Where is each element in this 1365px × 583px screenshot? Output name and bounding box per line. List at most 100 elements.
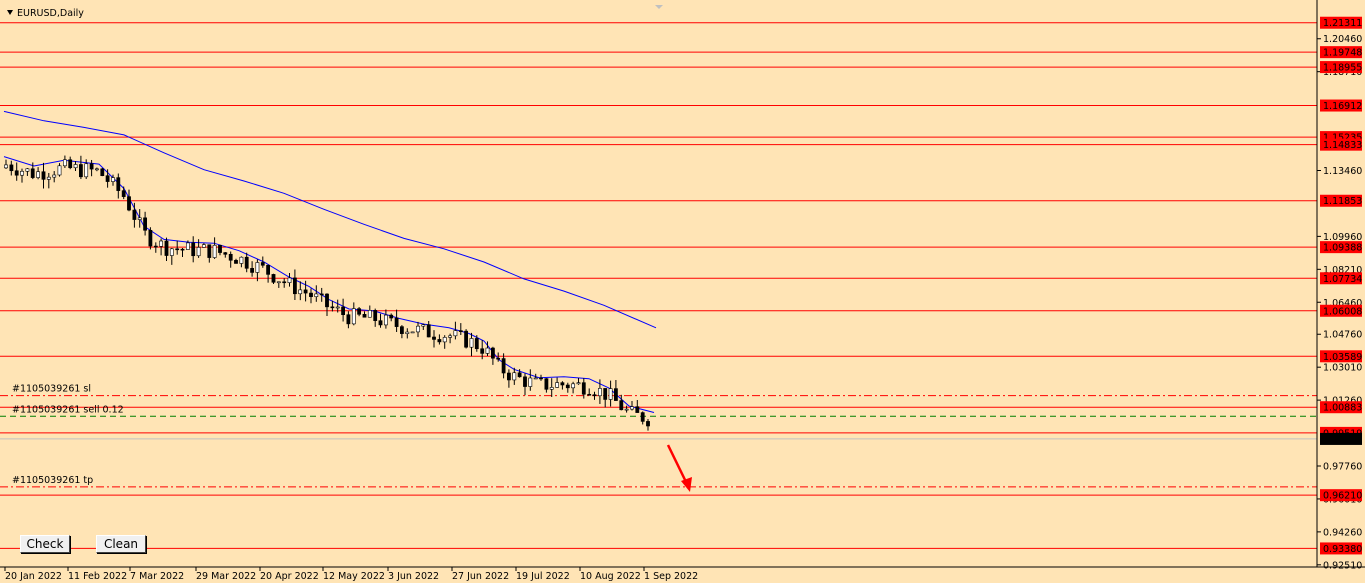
candle-body (646, 421, 650, 427)
y-tick-label: 1.08210 (1323, 265, 1362, 276)
y-tick-label: 1.20460 (1323, 34, 1362, 45)
candle-body (485, 347, 490, 354)
candle-body (79, 164, 83, 178)
candle-body (212, 244, 217, 258)
moving-averages (3, 110, 657, 413)
candle-body (426, 324, 431, 338)
candle-body (555, 382, 560, 388)
candle-body (137, 217, 142, 220)
y-tick-label: 1.13460 (1323, 166, 1362, 177)
y-tick-label: 1.01260 (1323, 396, 1362, 407)
candle-body (565, 384, 570, 389)
candle-body (223, 252, 228, 255)
candle-body (501, 358, 506, 374)
candle-body (196, 247, 201, 257)
y-tick-label: 0.92510 (1323, 560, 1362, 571)
y-tick-label: 1.09960 (1323, 232, 1362, 243)
candle-body (36, 171, 41, 178)
candle-body (469, 338, 474, 348)
candle-body (202, 244, 206, 248)
level-label-bg (1320, 350, 1362, 363)
candle-body (20, 170, 24, 176)
candle-body (143, 217, 148, 231)
candle-body (362, 314, 367, 318)
moving-average-line (3, 156, 655, 413)
candle-body (442, 337, 447, 343)
candle-body (276, 281, 281, 284)
level-label-bg (1320, 489, 1362, 502)
candle-body (325, 293, 329, 308)
candle-body (383, 314, 388, 326)
order-lines: #1105039261 sl #1105039261 sell 0.12 #1105… (0, 384, 1317, 488)
candle-body (46, 176, 51, 180)
candle-body (314, 293, 319, 297)
candle-body (218, 244, 222, 253)
y-tick-label: 0.97760 (1323, 461, 1362, 472)
candle-body (330, 306, 335, 309)
candle-body (89, 163, 94, 170)
candle-body (373, 310, 378, 321)
candle-body (9, 164, 14, 172)
moving-average-line (3, 110, 657, 329)
candle-body (597, 388, 602, 397)
candle-body (394, 317, 399, 327)
candle-body (73, 164, 78, 169)
candle-body (132, 209, 137, 220)
level-label: 1.21311 (1323, 18, 1362, 29)
level-label: 1.14833 (1323, 140, 1362, 151)
level-label-bg (1320, 304, 1362, 317)
level-label-bg (1320, 194, 1362, 207)
x-tick-label: 3 Jun 2022 (388, 571, 439, 582)
level-label: 1.00883 (1323, 403, 1362, 414)
level-label: 0.93380 (1323, 544, 1362, 555)
candle-body (389, 314, 394, 319)
candle-body (30, 168, 35, 178)
y-tick-label: 1.03010 (1323, 363, 1362, 374)
candle-body (351, 308, 356, 325)
candle-body (496, 357, 501, 360)
chart-menu-triangle-icon[interactable] (7, 10, 13, 15)
x-tick-label: 10 Aug 2022 (580, 571, 641, 582)
candle-body (303, 289, 308, 294)
clean-button[interactable]: Clean (96, 535, 146, 553)
candle-body (175, 248, 180, 251)
candle-body (287, 277, 292, 283)
candle-body (630, 406, 634, 410)
order-line-label: #1105039261 sl (12, 384, 91, 395)
candle-body (587, 393, 592, 396)
candle-body (506, 372, 511, 381)
chart-title: EURUSD,Daily (17, 8, 84, 19)
candle-body (619, 400, 624, 411)
candle-body (335, 306, 340, 309)
candle-body (191, 242, 196, 257)
level-label-bg (1320, 542, 1362, 555)
x-tick-label: 11 Feb 2022 (68, 571, 127, 582)
candle-body (576, 382, 581, 385)
candle-body (309, 292, 313, 297)
candle-body (539, 377, 543, 380)
candle-body (357, 308, 362, 315)
y-tick-label: 1.06460 (1323, 298, 1362, 309)
level-label-bg (1320, 16, 1362, 29)
level-label: 1.09388 (1323, 243, 1362, 254)
order-line-label: #1105039261 sell 0.12 (12, 404, 124, 415)
level-label-bg (1320, 46, 1362, 59)
level-label: 1.06008 (1323, 306, 1362, 317)
candle-body (234, 259, 238, 264)
candle-body (640, 412, 645, 422)
level-label-bg (1320, 99, 1362, 112)
candle-body (613, 388, 618, 401)
candle-body (346, 314, 351, 325)
check-button[interactable]: Check (20, 535, 70, 553)
candle-body (544, 378, 549, 390)
down-arrow-annotation (666, 444, 692, 492)
candle-body (549, 387, 554, 390)
candle-body (603, 388, 608, 400)
y-tick-label: 1.04760 (1323, 330, 1362, 341)
candle-body (25, 168, 30, 172)
candle-body (95, 168, 99, 171)
candle-body (282, 281, 287, 284)
candle-body (127, 196, 131, 211)
